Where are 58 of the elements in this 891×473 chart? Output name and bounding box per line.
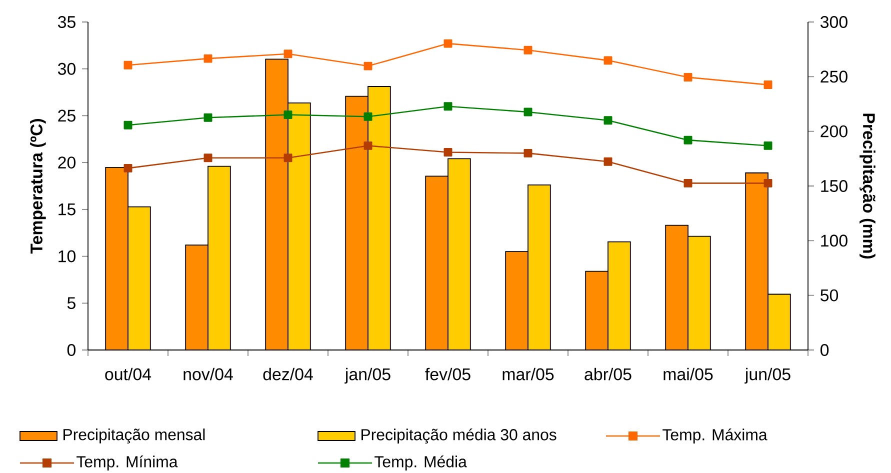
y2-tick-label: 300 xyxy=(820,16,848,28)
y-axis-title: Temperatura (ºC) xyxy=(30,119,46,254)
point xyxy=(444,148,452,156)
point xyxy=(284,50,292,58)
point xyxy=(364,141,372,150)
point xyxy=(604,157,612,166)
y2-tick-label: 200 xyxy=(820,125,848,138)
point xyxy=(684,136,692,144)
point xyxy=(204,54,212,63)
x-tick-label: mar/05 xyxy=(502,368,554,380)
y-tick-label: 5 xyxy=(67,297,76,310)
y2-axis-title: Precipitação (mm) xyxy=(860,114,876,259)
point xyxy=(524,148,532,158)
y2-tick-label: 100 xyxy=(821,234,848,247)
point xyxy=(124,60,132,70)
point xyxy=(764,178,772,188)
x-tick-label: dez/04 xyxy=(263,368,313,380)
legend-label: Temp. Mínima xyxy=(76,455,178,471)
point xyxy=(524,46,532,54)
point xyxy=(284,110,292,120)
y-tick-label: 0 xyxy=(67,344,76,356)
point xyxy=(444,102,452,111)
point xyxy=(364,62,372,70)
y2-tick-label: 0 xyxy=(820,344,829,356)
x-tick-label: abr/05 xyxy=(584,368,632,380)
y2-tick-label: 250 xyxy=(820,70,848,83)
y-tick-label: 30 xyxy=(58,62,76,75)
x-tick-label: out/04 xyxy=(105,368,152,380)
point xyxy=(124,164,132,172)
point xyxy=(764,141,772,150)
y-tick-label: 25 xyxy=(58,110,76,122)
legend-label: Precipitação média 30 anos xyxy=(362,428,556,444)
point xyxy=(524,108,532,116)
point xyxy=(604,116,612,125)
x-tick-label: fev/05 xyxy=(425,368,470,380)
y-tick-label: 10 xyxy=(58,250,76,262)
x-tick-label: nov/04 xyxy=(184,368,233,380)
y-tick-label: 35 xyxy=(58,16,76,28)
legend-label: Precipitação mensal xyxy=(64,428,205,444)
y-tick-label: 20 xyxy=(58,156,76,169)
point xyxy=(604,56,612,65)
x-tick-label: jun/05 xyxy=(744,368,790,384)
point xyxy=(684,178,692,188)
point xyxy=(284,154,292,162)
legend-label: Temp. Máxima xyxy=(662,428,768,444)
point xyxy=(684,73,692,82)
y2-tick-label: 150 xyxy=(821,180,848,192)
x-tick-label: mai/05 xyxy=(664,368,713,380)
point xyxy=(204,154,212,162)
point xyxy=(124,120,132,130)
y2-tick-label: 50 xyxy=(820,289,838,302)
y-tick-label: 15 xyxy=(58,204,76,216)
x-tick-label: jan/05 xyxy=(344,368,390,384)
point xyxy=(764,80,772,90)
point xyxy=(204,113,212,122)
point xyxy=(444,39,452,48)
point xyxy=(364,112,372,121)
legend-label: Temp. Média xyxy=(374,455,467,471)
